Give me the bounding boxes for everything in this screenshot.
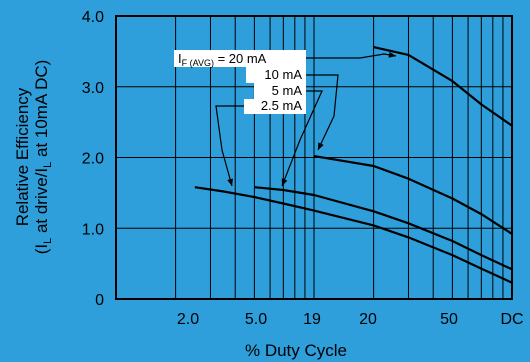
legend-box-2-5ma xyxy=(244,99,306,114)
leader-line xyxy=(281,90,323,187)
y-axis-label: Relative Efficiency (IL at drive/IL at 1… xyxy=(13,60,54,255)
x-tick-label: 5.0 xyxy=(245,311,267,328)
y-tick-label: 4.0 xyxy=(82,9,104,26)
leader-line xyxy=(306,74,339,151)
tick-labels: 0 1.0 2.0 3.0 4.0 2.0 5.0 19 20 50 DC xyxy=(82,9,524,328)
series-lines xyxy=(194,46,513,284)
legend-box-20ma xyxy=(174,50,306,67)
leader-arrowhead xyxy=(227,178,234,186)
legend-box-5ma xyxy=(254,83,306,99)
x-tick-label: 20 xyxy=(359,311,377,328)
leader-arrowhead xyxy=(388,51,396,58)
leader-line xyxy=(306,53,397,59)
legend: IF (AVG) = 20 mA 10 mA 5 mA 2.5 mA xyxy=(174,50,306,114)
x-tick-label: 50 xyxy=(440,311,458,328)
x-tick-label: 2.0 xyxy=(177,311,199,328)
legend-box-10ma xyxy=(246,67,306,83)
x-tick-label: DC xyxy=(500,311,523,328)
series-line xyxy=(313,155,513,235)
legend-entry-10ma: 10 mA xyxy=(264,67,302,82)
legend-entry-5ma: 5 mA xyxy=(272,83,303,98)
y-tick-label: 3.0 xyxy=(82,80,104,97)
leader-arrowhead xyxy=(318,142,324,150)
x-tick-label: 19 xyxy=(303,311,321,328)
series-line xyxy=(373,46,513,127)
series-line xyxy=(194,186,513,284)
plot-frame xyxy=(115,15,513,300)
series-line xyxy=(254,186,513,271)
leader-line xyxy=(215,105,244,187)
y-tick-label: 1.0 xyxy=(82,221,104,238)
x-axis-label: % Duty Cycle xyxy=(245,341,347,360)
legend-entry-20ma: IF (AVG) = 20 mA xyxy=(178,51,267,68)
y-axis-label-line2: (IL at drive/IL at 10mA DC) xyxy=(32,60,54,255)
y-tick-label: 2.0 xyxy=(82,151,104,168)
leader-arrowhead xyxy=(281,178,288,186)
legend-entry-2-5ma: 2.5 mA xyxy=(261,98,303,113)
y-axis-label-line1: Relative Efficiency xyxy=(13,87,32,226)
y-tick-label: 0 xyxy=(95,292,104,309)
legend-leader-lines xyxy=(215,51,397,187)
